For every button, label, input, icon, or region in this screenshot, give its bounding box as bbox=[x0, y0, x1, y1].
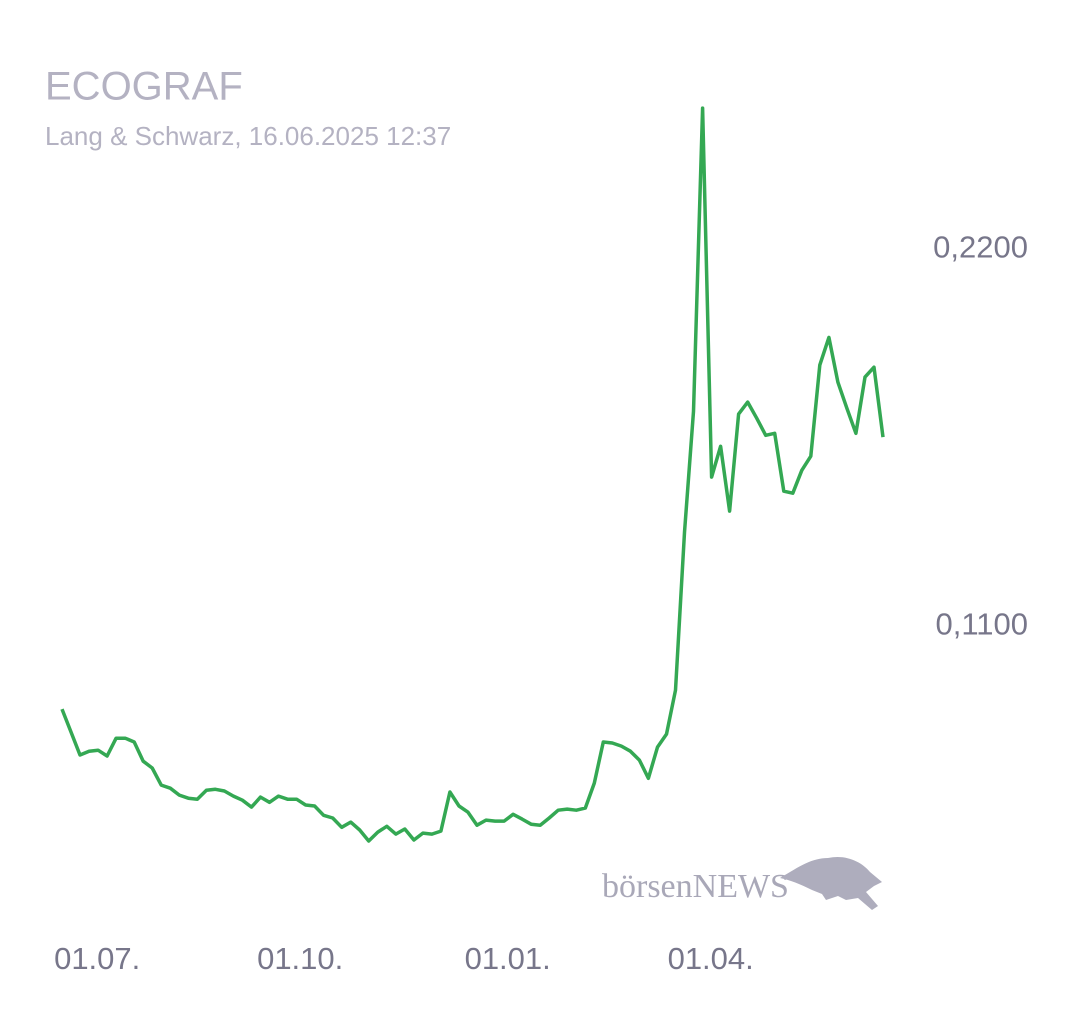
x-tick-label: 01.01. bbox=[465, 941, 551, 976]
y-tick-label: 0,2200 bbox=[933, 229, 1028, 264]
chart-subtitle: Lang & Schwarz, 16.06.2025 12:37 bbox=[45, 121, 451, 151]
x-tick-label: 01.07. bbox=[54, 941, 140, 976]
x-tick-label: 01.10. bbox=[257, 941, 343, 976]
chart-title: ECOGRAF bbox=[45, 65, 243, 109]
y-tick-label: 0,1100 bbox=[935, 606, 1028, 641]
x-tick-label: 01.04. bbox=[668, 941, 754, 976]
bull-logo bbox=[780, 856, 882, 910]
watermark: börsenNEWS bbox=[602, 868, 789, 905]
price-line bbox=[60, 106, 885, 843]
